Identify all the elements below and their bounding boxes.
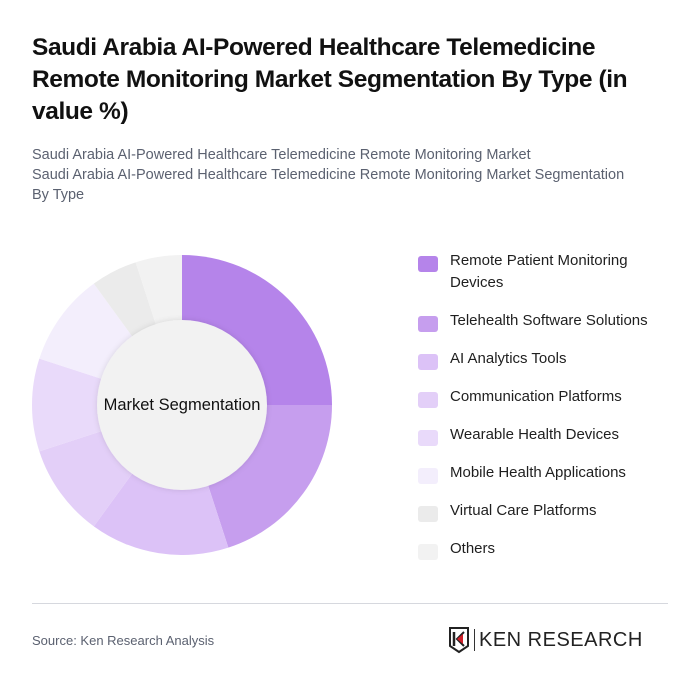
legend-item[interactable]: Mobile Health Applications <box>418 462 678 484</box>
legend-label: Mobile Health Applications <box>450 464 626 481</box>
legend-label: Remote Patient Monitoring Devices <box>450 252 628 291</box>
legend-item[interactable]: AI Analytics Tools <box>418 348 678 370</box>
legend-label: Others <box>450 540 496 557</box>
legend-swatch-icon <box>418 544 438 560</box>
subtitle-line-2: Saudi Arabia AI-Powered Healthcare Telem… <box>32 167 625 203</box>
subtitle-line-1: Saudi Arabia AI-Powered Healthcare Telem… <box>32 147 531 163</box>
legend-swatch-icon <box>418 468 438 484</box>
ken-shield-icon <box>449 627 469 654</box>
donut-center <box>97 320 267 490</box>
legend-item[interactable]: Remote Patient Monitoring Devices <box>418 250 678 294</box>
legend-swatch-icon <box>418 430 438 446</box>
legend-item[interactable]: Wearable Health Devices <box>418 424 678 446</box>
legend-item[interactable]: Virtual Care Platforms <box>418 500 678 522</box>
legend-label: AI Analytics Tools <box>450 350 567 367</box>
donut-svg <box>32 255 332 555</box>
ken-research-logo: KEN RESEARCH <box>448 626 643 654</box>
legend-label: Communication Platforms <box>450 388 622 405</box>
legend-swatch-icon <box>418 256 438 272</box>
legend-label: Wearable Health Devices <box>450 426 619 443</box>
donut-chart <box>32 255 332 555</box>
chart-legend: Remote Patient Monitoring Devices Telehea… <box>418 250 678 576</box>
legend-swatch-icon <box>418 354 438 370</box>
logo-text: KEN RESEARCH <box>479 628 643 651</box>
legend-item[interactable]: Telehealth Software Solutions <box>418 310 678 332</box>
legend-swatch-icon <box>418 506 438 522</box>
legend-item[interactable]: Others <box>418 538 678 560</box>
logo-separator <box>474 629 475 651</box>
legend-label: Virtual Care Platforms <box>450 502 597 519</box>
legend-item[interactable]: Communication Platforms <box>418 386 678 408</box>
legend-swatch-icon <box>418 392 438 408</box>
legend-swatch-icon <box>418 316 438 332</box>
page-title: Saudi Arabia AI-Powered Healthcare Telem… <box>32 34 628 125</box>
source-note: Source: Ken Research Analysis <box>32 633 215 648</box>
legend-label: Telehealth Software Solutions <box>450 312 648 329</box>
footer-divider <box>32 603 668 604</box>
chart-subtitle: Saudi Arabia AI-Powered Healthcare Telem… <box>32 145 632 205</box>
